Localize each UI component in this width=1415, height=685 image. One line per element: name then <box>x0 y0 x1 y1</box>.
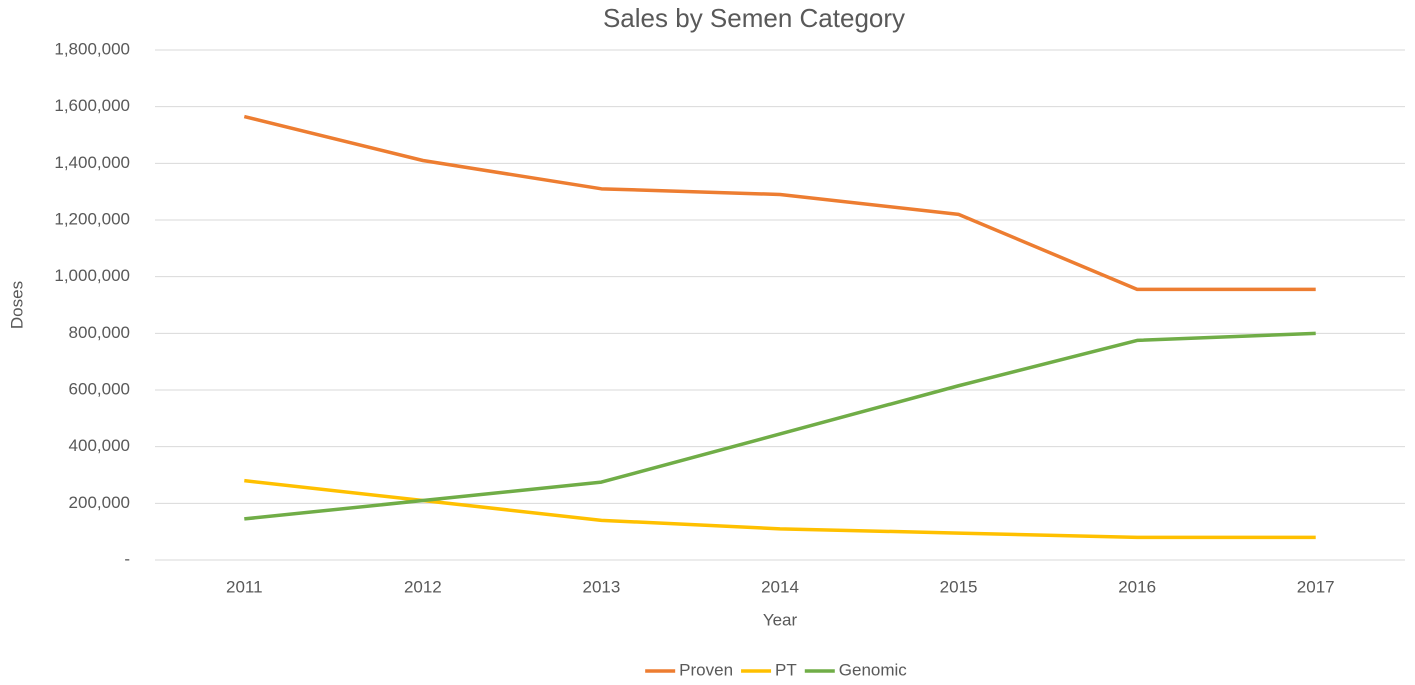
y-tick-label: 1,400,000 <box>54 153 130 172</box>
y-tick-label: - <box>124 549 130 568</box>
y-tick-label: 400,000 <box>69 436 130 455</box>
y-tick-label: 1,000,000 <box>54 266 130 285</box>
legend-label: Genomic <box>839 660 908 679</box>
y-tick-label: 1,600,000 <box>54 96 130 115</box>
x-tick-label: 2015 <box>940 577 978 596</box>
chart-title: Sales by Semen Category <box>603 3 905 33</box>
x-axis-label: Year <box>763 610 798 629</box>
legend-label: PT <box>775 660 797 679</box>
y-tick-label: 800,000 <box>69 323 130 342</box>
x-tick-label: 2011 <box>226 577 263 596</box>
series-line <box>244 478 1316 540</box>
x-tick-label: 2017 <box>1297 577 1335 596</box>
y-tick-label: 1,800,000 <box>54 39 130 58</box>
y-tick-label: 600,000 <box>69 379 130 398</box>
x-tick-label: 2012 <box>404 577 442 596</box>
y-tick-label: 200,000 <box>69 493 130 512</box>
y-axis-label: Doses <box>7 281 26 329</box>
y-tick-label: 1,200,000 <box>54 209 130 228</box>
x-tick-label: 2014 <box>761 577 799 596</box>
series-line <box>243 114 1316 292</box>
series-line <box>244 331 1316 521</box>
legend-label: Proven <box>679 660 733 679</box>
x-tick-label: 2013 <box>583 577 621 596</box>
x-tick-label: 2016 <box>1118 577 1156 596</box>
